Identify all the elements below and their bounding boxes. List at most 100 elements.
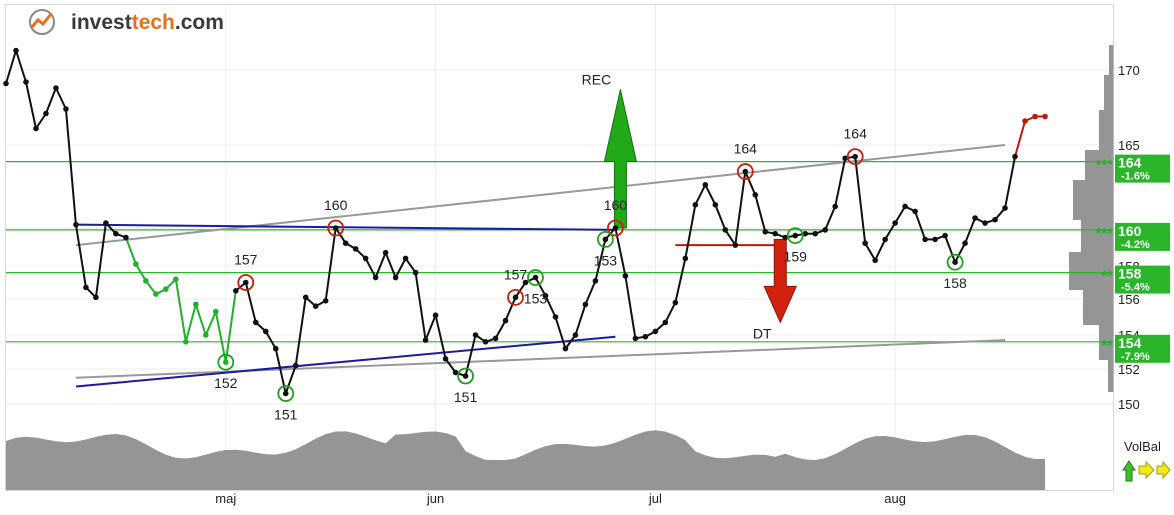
- price-point-79: [792, 232, 799, 239]
- price-point-44: [442, 356, 449, 362]
- rec-label: REC: [582, 72, 612, 88]
- level-badge-value-1: 160: [1118, 223, 1142, 239]
- volbal-indicator: VolBal: [1122, 439, 1171, 482]
- annotation-circle-1: [237, 274, 255, 291]
- price-segment-32: [324, 227, 337, 301]
- price-point-45: [452, 369, 459, 376]
- volbal-right-arrow-icon: [1138, 460, 1155, 480]
- price-point-72: [722, 227, 729, 233]
- volume-profile-bar-5: [1081, 220, 1113, 252]
- price-segment-66: [664, 302, 677, 323]
- price-point-43: [432, 312, 439, 319]
- price-point-92: [922, 236, 928, 243]
- y-tick-label-1: 152: [1118, 362, 1140, 377]
- price-segment-5: [55, 87, 67, 110]
- price-point-65: [652, 328, 659, 335]
- price-point-9: [93, 294, 99, 301]
- level-badge-stars-1: ***: [1095, 225, 1113, 242]
- price-point-83: [832, 203, 839, 210]
- price-point-93: [932, 236, 938, 243]
- price-point-70: [702, 182, 709, 188]
- price-segment-4: [45, 87, 57, 114]
- volume-profile-bar-8: [1099, 325, 1113, 360]
- price-segment-68: [684, 204, 697, 259]
- price-point-32: [322, 298, 329, 304]
- price-point-94: [942, 232, 948, 239]
- annotation-label-5: 164: [844, 126, 868, 142]
- volume-profile-bar-6: [1069, 252, 1113, 290]
- annotation-circle-6: [217, 353, 235, 371]
- y-tick-label-0: 150: [1118, 397, 1140, 412]
- volbal-right-arrow-icon-2: [1156, 460, 1171, 480]
- price-segment-96: [964, 217, 976, 244]
- price-segment-72: [724, 229, 737, 246]
- price-segment-82: [824, 206, 837, 231]
- price-point-17: [173, 276, 179, 283]
- x-tick-label-2: jul: [648, 491, 662, 506]
- price-point-29: [292, 362, 299, 369]
- volume-profile-bar-1: [1104, 75, 1113, 110]
- price-point-64: [642, 333, 649, 340]
- price-point-90: [902, 203, 908, 210]
- price-point-0: [3, 80, 9, 87]
- price-segment-85: [854, 156, 867, 244]
- price-point-27: [272, 345, 279, 352]
- annotation-label-4: 164: [734, 141, 758, 157]
- price-point-78: [782, 234, 789, 241]
- price-point-63: [632, 335, 639, 342]
- price-point-7: [73, 221, 79, 228]
- price-segment-2: [25, 81, 37, 129]
- price-segment-18: [184, 304, 197, 343]
- trend-lines: [75, 144, 1006, 388]
- price-segment-53: [534, 277, 547, 297]
- price-point-22: [222, 359, 229, 366]
- volume-area: [6, 430, 1045, 490]
- annotation-label-0: 160: [324, 197, 348, 213]
- volume-profile-bar-4: [1073, 180, 1113, 220]
- price-segment-33: [334, 227, 347, 244]
- price-point-51: [512, 294, 519, 301]
- volume-profile-bar-0: [1109, 45, 1113, 75]
- price-point-67: [672, 299, 679, 306]
- price-point-102: [1022, 118, 1028, 124]
- annotation-circle-5: [846, 148, 864, 166]
- price-point-23: [232, 287, 239, 294]
- level-badge-158: [1115, 265, 1170, 294]
- price-segment-94: [944, 235, 957, 263]
- price-segment-67: [674, 258, 687, 303]
- price-segment-69: [694, 184, 707, 206]
- dt-arrow-icon: [763, 238, 798, 324]
- price-point-66: [662, 319, 669, 326]
- price-point-68: [682, 255, 689, 262]
- price-segment-56: [564, 334, 577, 350]
- price-point-62: [622, 273, 629, 279]
- price-point-40: [402, 255, 409, 262]
- price-point-49: [492, 335, 499, 342]
- level-badge-value-0: 164: [1118, 155, 1142, 171]
- price-point-57: [572, 332, 579, 338]
- annotation-circle-0: [327, 219, 345, 237]
- price-point-96: [962, 240, 968, 246]
- price-segment-75: [754, 194, 767, 233]
- price-segment-9: [94, 222, 107, 298]
- volume-shape: [6, 430, 1045, 490]
- price-point-48: [482, 339, 489, 345]
- price-segment-42: [424, 314, 437, 341]
- price-point-87: [872, 257, 878, 264]
- price-point-100: [1002, 205, 1008, 211]
- price-segment-39: [394, 257, 407, 279]
- price-segment-43: [434, 314, 447, 360]
- price-point-38: [382, 249, 389, 256]
- x-tick-label-1: jun: [426, 491, 444, 506]
- price-segment-86: [864, 242, 877, 261]
- price-point-39: [392, 274, 399, 281]
- price-point-104: [1042, 113, 1048, 120]
- price-point-42: [422, 337, 429, 343]
- price-segment-19: [194, 304, 207, 336]
- annotation-label-11: 159: [784, 249, 808, 265]
- price-point-76: [762, 229, 769, 235]
- price-point-84: [842, 155, 848, 162]
- price-point-10: [103, 220, 109, 226]
- annotation-label-2: 157: [504, 266, 528, 282]
- level-badge-stars-2: **: [1101, 268, 1113, 285]
